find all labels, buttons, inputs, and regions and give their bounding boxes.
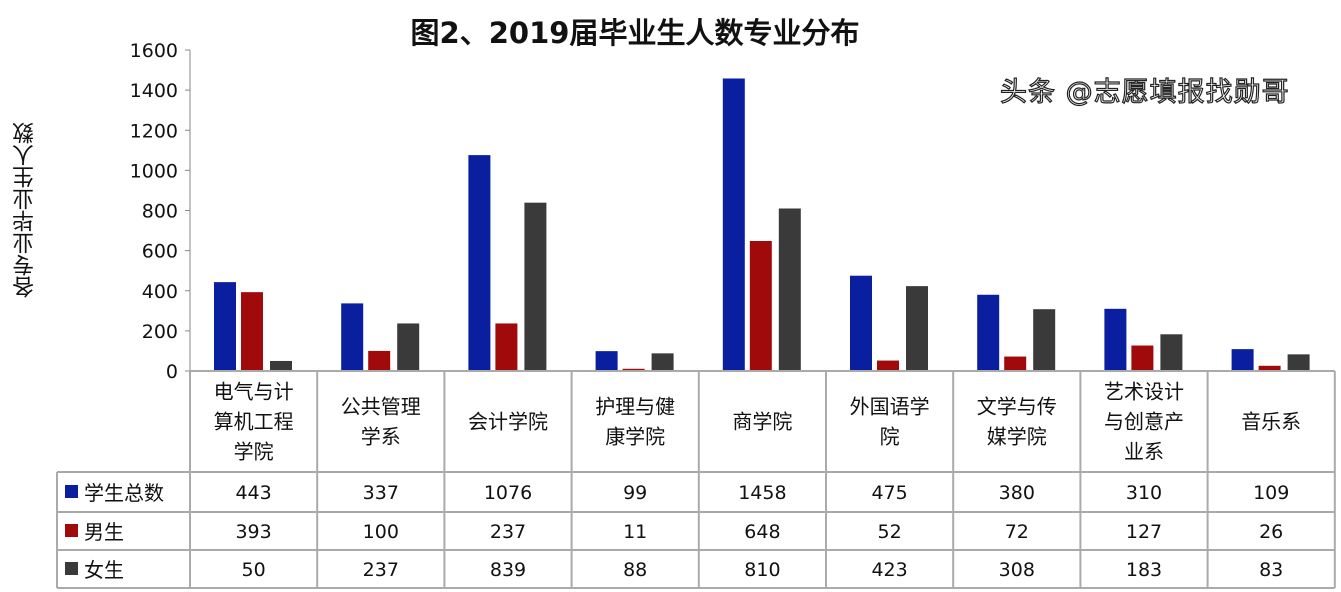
category-label: 学系 bbox=[361, 425, 401, 449]
category-label: 文学与传 bbox=[977, 395, 1057, 419]
table-cell: 26 bbox=[1259, 521, 1283, 543]
legend-key bbox=[65, 485, 78, 498]
category-label: 公共管理 bbox=[341, 395, 421, 419]
category-label: 外国语学 bbox=[850, 395, 930, 419]
bar-学生总数 bbox=[341, 303, 364, 371]
bar-女生 bbox=[1033, 309, 1056, 371]
table-cell: 11 bbox=[623, 521, 647, 543]
legend-label: 男生 bbox=[84, 520, 124, 544]
category-label: 商学院 bbox=[732, 410, 792, 434]
table-cell: 380 bbox=[999, 482, 1035, 504]
y-tick-label: 0 bbox=[166, 361, 178, 383]
bar-学生总数 bbox=[850, 275, 872, 371]
table-cell: 1458 bbox=[738, 482, 786, 504]
y-tick-label: 1600 bbox=[130, 40, 178, 62]
bar-男生 bbox=[368, 350, 391, 371]
y-tick-label: 1200 bbox=[130, 120, 178, 142]
bar-学生总数 bbox=[214, 282, 236, 371]
bar-女生 bbox=[1287, 354, 1310, 371]
bar-学生总数 bbox=[595, 351, 618, 371]
table-cell: 337 bbox=[363, 482, 399, 504]
table-cell: 100 bbox=[363, 521, 399, 543]
bar-男生 bbox=[1004, 356, 1027, 371]
bar-男生 bbox=[495, 323, 518, 371]
table-cell: 648 bbox=[744, 521, 780, 543]
legend-key bbox=[65, 562, 78, 575]
bar-男生 bbox=[749, 240, 772, 371]
y-tick-label: 600 bbox=[142, 241, 178, 263]
y-tick-label: 800 bbox=[142, 201, 178, 223]
category-label: 学院 bbox=[234, 440, 274, 464]
bar-女生 bbox=[778, 208, 801, 371]
bar-学生总数 bbox=[1231, 349, 1254, 371]
category-label: 业系 bbox=[1124, 440, 1164, 464]
bar-学生总数 bbox=[1104, 308, 1127, 371]
watermark: 头条 @志愿填报找勋哥 bbox=[999, 76, 1290, 108]
bar-男生 bbox=[1258, 365, 1281, 371]
y-tick-label: 200 bbox=[142, 321, 178, 343]
table-cell: 310 bbox=[1126, 482, 1162, 504]
category-label: 康学院 bbox=[605, 425, 665, 449]
bar-学生总数 bbox=[468, 155, 491, 371]
table-cell: 237 bbox=[363, 559, 399, 581]
category-label: 艺术设计 bbox=[1104, 380, 1184, 404]
table-cell: 839 bbox=[490, 559, 526, 581]
y-tick-label: 400 bbox=[142, 281, 178, 303]
bar-女生 bbox=[906, 286, 928, 371]
table-cell: 183 bbox=[1126, 559, 1162, 581]
category-label: 会计学院 bbox=[468, 410, 548, 434]
bar-女生 bbox=[524, 202, 547, 371]
bar-男生 bbox=[622, 368, 645, 371]
table-cell: 423 bbox=[871, 559, 907, 581]
category-label: 电气与计 bbox=[214, 380, 294, 404]
table-cell: 52 bbox=[878, 521, 902, 543]
table-cell: 72 bbox=[1005, 521, 1029, 543]
table-cell: 50 bbox=[242, 559, 266, 581]
bar-女生 bbox=[270, 360, 292, 371]
table-cell: 99 bbox=[623, 482, 647, 504]
category-label: 护理与健 bbox=[595, 395, 675, 419]
bar-学生总数 bbox=[722, 78, 745, 372]
table-cell: 88 bbox=[623, 559, 647, 581]
table-cell: 308 bbox=[999, 559, 1035, 581]
legend-label: 女生 bbox=[84, 558, 124, 582]
category-label: 媒学院 bbox=[987, 425, 1047, 449]
table-cell: 443 bbox=[235, 482, 271, 504]
category-label: 与创意产 bbox=[1104, 410, 1184, 434]
bar-女生 bbox=[651, 353, 674, 371]
category-label: 算机工程 bbox=[214, 410, 294, 434]
legend-key bbox=[65, 524, 78, 537]
table-cell: 109 bbox=[1253, 482, 1289, 504]
table-cell: 83 bbox=[1259, 559, 1283, 581]
table-cell: 127 bbox=[1126, 521, 1162, 543]
y-tick-label: 1000 bbox=[130, 160, 178, 182]
y-tick-label: 1400 bbox=[130, 80, 178, 102]
bar-男生 bbox=[877, 360, 899, 371]
bar-学生总数 bbox=[977, 294, 1000, 371]
table-cell: 393 bbox=[235, 521, 271, 543]
category-label: 院 bbox=[880, 425, 900, 449]
bar-男生 bbox=[1131, 345, 1154, 371]
bar-女生 bbox=[397, 323, 420, 371]
table-cell: 1076 bbox=[484, 482, 532, 504]
legend-label: 学生总数 bbox=[84, 481, 164, 505]
table-cell: 475 bbox=[871, 482, 907, 504]
chart-title: 图2、2019届毕业生人数专业分布 bbox=[410, 16, 860, 50]
bar-男生 bbox=[241, 292, 263, 371]
table-cell: 237 bbox=[490, 521, 526, 543]
table-cell: 810 bbox=[744, 559, 780, 581]
category-label: 音乐系 bbox=[1241, 410, 1301, 434]
bar-女生 bbox=[1160, 334, 1183, 371]
